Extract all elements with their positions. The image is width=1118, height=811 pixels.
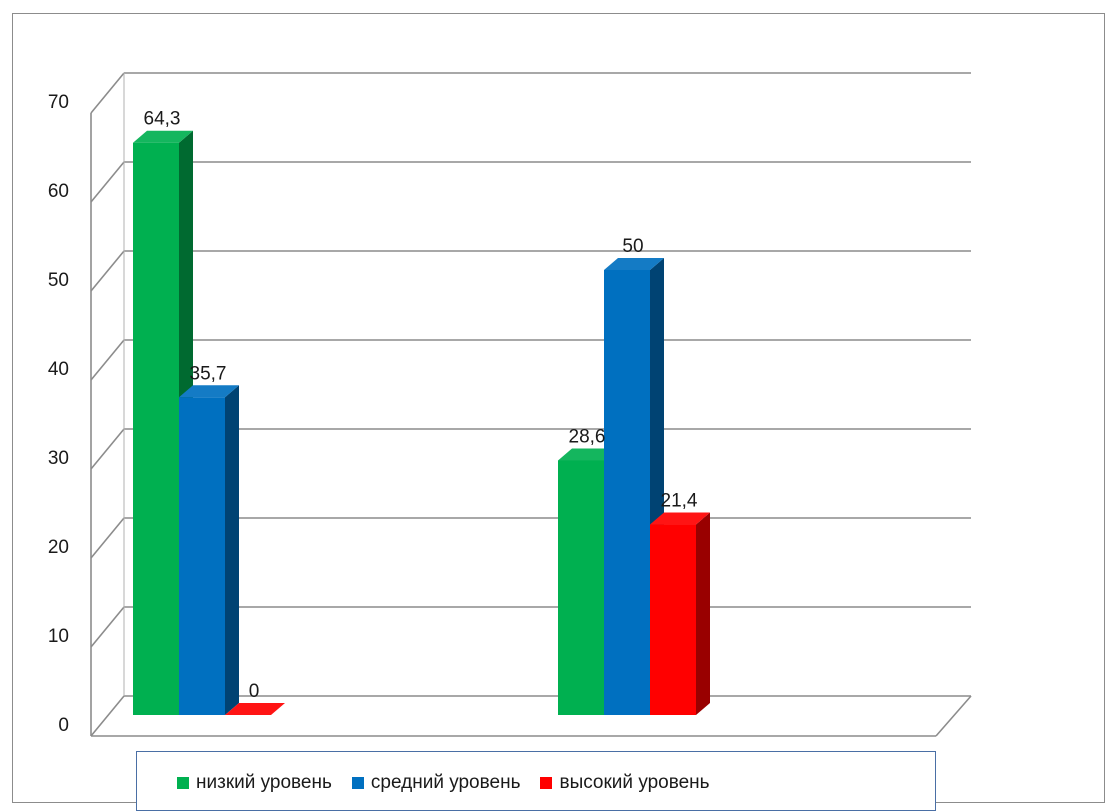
bar-side (225, 385, 239, 715)
bar-high-1 (225, 703, 285, 715)
gridline-wall-tick (90, 517, 125, 559)
legend-label-low: низкий уровень (196, 772, 332, 793)
bar-top (650, 512, 710, 525)
y-tick-label: 50 (48, 270, 69, 291)
y-tick-label: 0 (58, 715, 69, 736)
bar-front (650, 524, 696, 715)
legend: низкий уровень средний уровень высокий у… (136, 751, 936, 811)
legend-swatch-low (177, 777, 189, 789)
y-tick-label: 20 (48, 537, 69, 558)
gridline-wall-tick (90, 250, 125, 292)
bar-top (558, 448, 618, 461)
data-label-medium-2: 50 (622, 236, 643, 257)
data-labels: 64,3 28,6 35,7 50 0 21,4 (144, 109, 698, 702)
bar-front (179, 397, 225, 715)
legend-swatch-high (540, 777, 553, 789)
gridline-wall-tick (90, 161, 125, 203)
gridline-wall-tick (90, 428, 125, 470)
bars (133, 130, 710, 716)
gridline-wall-tick (90, 72, 125, 114)
floor-right-edge (935, 695, 972, 737)
legend-label-high: высокий уровень (559, 772, 710, 793)
y-tick-label: 40 (48, 359, 69, 380)
y-tick-label: 70 (48, 92, 69, 113)
gridline-wall-tick (90, 606, 125, 648)
bar-front (133, 142, 179, 716)
bar-front (604, 270, 650, 715)
legend-swatch-medium (351, 777, 364, 789)
legend-item-medium: средний уровень (351, 772, 521, 794)
legend-label-medium: средний уровень (370, 772, 521, 793)
bar-high-2 (650, 512, 710, 715)
bar-top (225, 703, 285, 715)
legend-item-low: низкий уровень (177, 772, 332, 794)
data-label-medium-1: 35,7 (190, 363, 227, 384)
data-label-high-1: 0 (249, 681, 260, 702)
y-axis: 0 10 20 30 40 50 60 70 (48, 73, 972, 737)
gridline-wall-tick (90, 695, 125, 737)
y-tick-label: 60 (48, 181, 69, 202)
bar-chart: 0 10 20 30 40 50 60 70 64,3 28,6 35,7 50 0 21,4 (48, 72, 972, 737)
data-label-low-2: 28,6 (569, 426, 606, 447)
chart-area: 0 10 20 30 40 50 60 70 64,3 28,6 35,7 50 0 21,4 низк… (12, 13, 1105, 811)
bar-front (558, 460, 604, 715)
gridlines (90, 72, 971, 737)
y-tick-label: 30 (48, 448, 69, 469)
data-label-low-1: 64,3 (144, 109, 181, 130)
bar-side (696, 512, 710, 715)
gridline-wall-tick (90, 339, 125, 381)
data-label-high-2: 21,4 (661, 491, 698, 512)
y-tick-label: 10 (48, 626, 69, 647)
bar-medium-1 (179, 385, 239, 715)
bar-top (133, 130, 193, 143)
bar-top (604, 258, 664, 270)
bar-top (179, 385, 239, 398)
legend-item-high: высокий уровень (540, 772, 710, 794)
